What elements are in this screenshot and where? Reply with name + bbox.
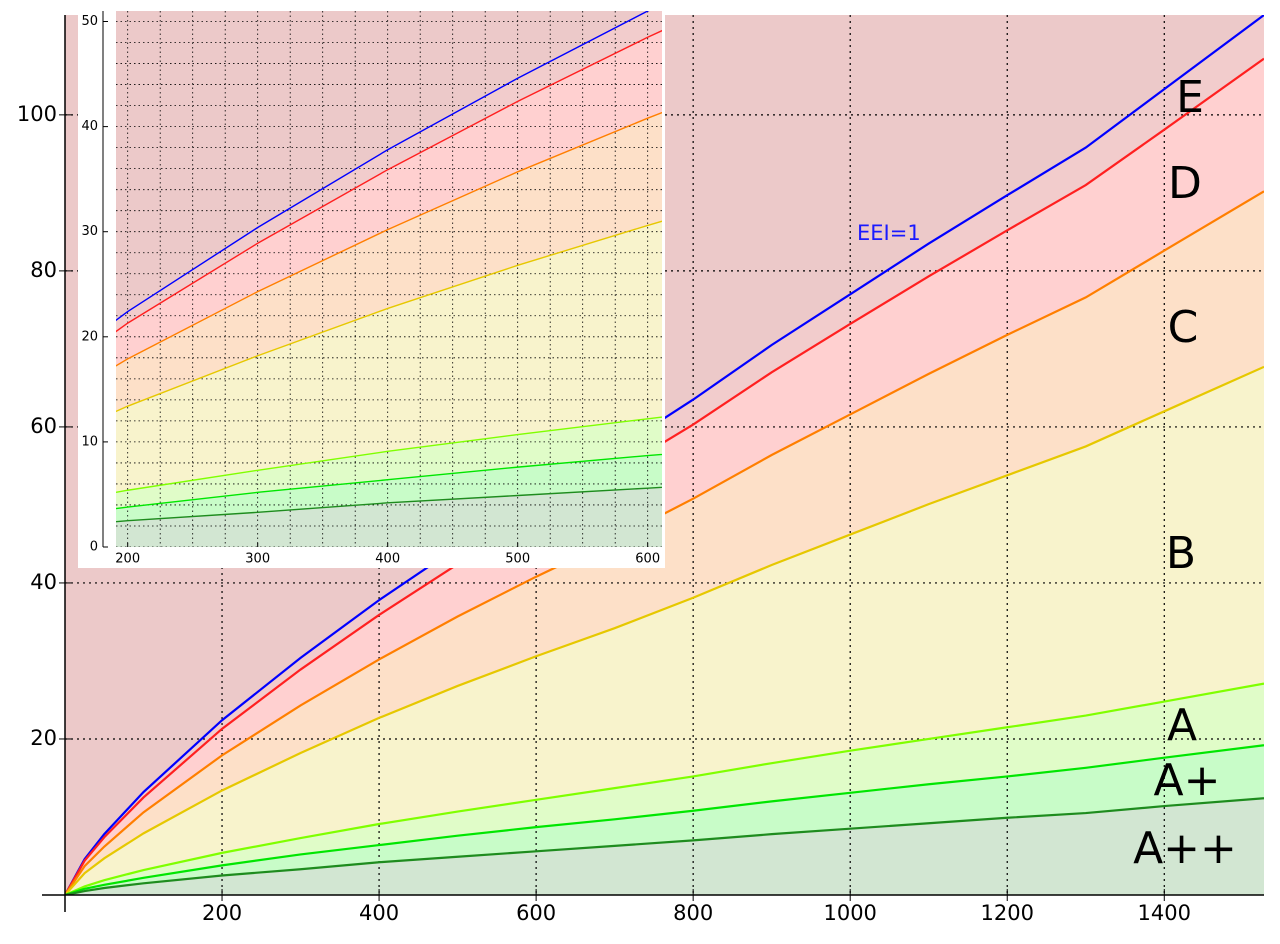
y-tick-label: 40 [81,119,98,134]
x-tick-label: 600 [516,901,556,925]
x-tick-label: 1400 [1138,901,1191,925]
band [116,487,662,547]
y-tick-label: 50 [81,14,98,29]
series-line [65,744,1264,895]
annotation: A++ [1133,823,1237,874]
annotation: C [1168,302,1199,353]
x-tick-label: 800 [673,901,713,925]
y-tick-label: 40 [30,570,57,594]
x-tick-label: 200 [202,901,242,925]
x-tick-label: 1000 [823,901,876,925]
x-tick-label: 1200 [981,901,1034,925]
annotation: A [1167,700,1197,751]
y-tick-label: 30 [81,224,98,239]
y-tick-label: 100 [17,102,57,126]
plot-area [116,11,662,547]
annotation: A+ [1154,755,1221,806]
band [65,798,1264,895]
series-line [65,797,1264,895]
x-tick-label: 200 [115,552,140,567]
annotation: E [1176,72,1204,123]
x-tick-label: 400 [359,901,399,925]
series-line [65,365,1264,895]
x-tick-label: 300 [245,552,270,567]
y-tick-label: 20 [81,329,98,344]
y-tick-label: 80 [30,258,57,282]
x-tick-label: 600 [635,552,660,567]
annotation: D [1168,158,1202,209]
annotation: EEI=1 [857,221,921,245]
y-tick-label: 60 [30,414,57,438]
y-tick-label: 10 [81,434,98,449]
annotation: B [1166,528,1196,579]
x-tick-label: 400 [375,552,400,567]
y-tick-label: 0 [90,540,98,555]
series-line [65,682,1264,895]
x-tick-label: 500 [505,552,530,567]
y-tick-label: 20 [30,726,57,750]
